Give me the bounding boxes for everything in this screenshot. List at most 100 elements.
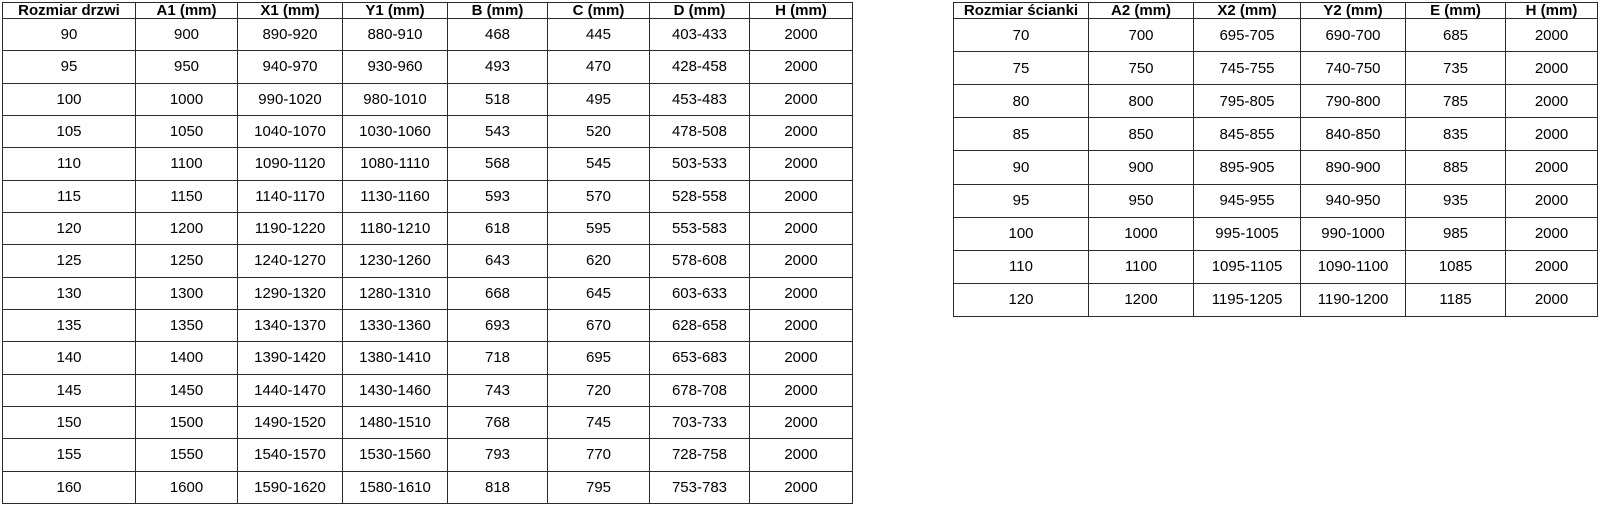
table-cell: 115: [2, 179, 136, 213]
table-cell: 160: [2, 470, 136, 505]
table-cell: 130: [2, 276, 136, 310]
table-cell: 578-608: [649, 244, 750, 278]
column-header: Rozmiar drzwi: [2, 2, 136, 19]
table-cell: 2000: [1505, 216, 1598, 251]
table-cell: 80: [953, 84, 1089, 119]
table-cell: 110: [953, 249, 1089, 284]
column-header: C (mm): [547, 2, 650, 19]
table-cell: 2000: [1505, 51, 1598, 86]
table-cell: 1440-1470: [237, 373, 343, 407]
table-cell: 645: [547, 276, 650, 310]
door-size-table: Rozmiar drzwi A1 (mm) X1 (mm) Y1 (mm) B (mm)…: [2, 2, 853, 505]
table-cell: 750: [1088, 51, 1194, 86]
table-cell: 595: [547, 211, 650, 246]
table-cell: 100: [2, 82, 136, 116]
table-cell: 1200: [135, 211, 238, 246]
table-cell: 1540-1570: [237, 438, 343, 472]
table-cell: 2000: [1505, 17, 1598, 53]
table-cell: 403-433: [649, 17, 750, 52]
table-cell: 728-758: [649, 438, 750, 472]
table-cell: 1200: [1088, 282, 1194, 318]
column-header: A2 (mm): [1088, 2, 1194, 19]
table-cell: 2000: [749, 341, 853, 375]
table-cell: 930-960: [342, 50, 448, 84]
table-cell: 980-1010: [342, 82, 448, 116]
table-row: 115 1150 1140-1170 1130-1160 593 570 528-558 20…: [2, 179, 853, 213]
table-cell: 553-583: [649, 211, 750, 246]
table-row: 110 1100 1095-1105 1090-1100 1085 2000: [953, 249, 1598, 284]
table-cell: 900: [135, 17, 238, 52]
table-cell: 1490-1520: [237, 405, 343, 440]
table-cell: 835: [1405, 117, 1506, 152]
table-cell: 1240-1270: [237, 244, 343, 278]
table-cell: 1030-1060: [342, 114, 448, 149]
table-cell: 470: [547, 50, 650, 84]
table-cell: 890-920: [237, 17, 343, 52]
table-row: 155 1550 1540-1570 1530-1560 793 770 728-758 20…: [2, 438, 853, 472]
table-cell: 700: [1088, 17, 1194, 53]
column-header: H (mm): [1505, 2, 1598, 19]
table-cell: 2000: [749, 211, 853, 246]
table-cell: 735: [1405, 51, 1506, 86]
table-cell: 770: [547, 438, 650, 472]
table-cell: 478-508: [649, 114, 750, 149]
table-cell: 785: [1405, 84, 1506, 119]
table-row: 95 950 945-955 940-950 935 2000: [953, 183, 1598, 218]
table-cell: 768: [447, 405, 548, 440]
table-cell: 940-970: [237, 50, 343, 84]
table-cell: 1150: [135, 179, 238, 213]
table-cell: 1250: [135, 244, 238, 278]
table-cell: 493: [447, 50, 548, 84]
table-cell: 1095-1105: [1193, 249, 1301, 284]
table-row: 85 850 845-855 840-850 835 2000: [953, 117, 1598, 152]
table-cell: 2000: [749, 470, 853, 505]
table-cell: 1040-1070: [237, 114, 343, 149]
table-cell: 718: [447, 341, 548, 375]
table-cell: 85: [953, 117, 1089, 152]
table-cell: 745-755: [1193, 51, 1301, 86]
table-row: 100 1000 990-1020 980-1010 518 495 453-483 2000: [2, 82, 853, 116]
table-cell: 695-705: [1193, 17, 1301, 53]
table-cell: 603-633: [649, 276, 750, 310]
table-cell: 503-533: [649, 147, 750, 181]
table-cell: 1290-1320: [237, 276, 343, 310]
column-header: A1 (mm): [135, 2, 238, 19]
table-cell: 2000: [749, 17, 853, 52]
table-cell: 1430-1460: [342, 373, 448, 407]
table-cell: 1450: [135, 373, 238, 407]
table-cell: 2000: [749, 82, 853, 116]
table-cell: 1000: [135, 82, 238, 116]
table-header-row: Rozmiar ścianki A2 (mm) X2 (mm) Y2 (mm) E (m…: [953, 2, 1598, 19]
table-cell: 1350: [135, 308, 238, 343]
table-cell: 1600: [135, 470, 238, 505]
table-row: 100 1000 995-1005 990-1000 985 2000: [953, 216, 1598, 251]
table-cell: 800: [1088, 84, 1194, 119]
table-cell: 2000: [1505, 117, 1598, 152]
table-cell: 1140-1170: [237, 179, 343, 213]
table-row: 130 1300 1290-1320 1280-1310 668 645 603-633 20…: [2, 276, 853, 310]
table-cell: 100: [953, 216, 1089, 251]
table-cell: 1590-1620: [237, 470, 343, 505]
table-cell: 105: [2, 114, 136, 149]
table-cell: 2000: [749, 50, 853, 84]
table-cell: 990-1000: [1300, 216, 1406, 251]
table-cell: 940-950: [1300, 183, 1406, 218]
table-cell: 795: [547, 470, 650, 505]
table-row: 150 1500 1490-1520 1480-1510 768 745 703-733 20…: [2, 405, 853, 440]
table-cell: 2000: [1505, 249, 1598, 284]
table-cell: 840-850: [1300, 117, 1406, 152]
table-row: 145 1450 1440-1470 1430-1460 743 720 678-708 20…: [2, 373, 853, 407]
table-cell: 1230-1260: [342, 244, 448, 278]
table-cell: 568: [447, 147, 548, 181]
table-cell: 690-700: [1300, 17, 1406, 53]
table-cell: 850: [1088, 117, 1194, 152]
table-cell: 890-900: [1300, 150, 1406, 185]
table-cell: 740-750: [1300, 51, 1406, 86]
table-cell: 950: [135, 50, 238, 84]
column-header: X1 (mm): [237, 2, 343, 19]
table-cell: 570: [547, 179, 650, 213]
table-cell: 2000: [749, 405, 853, 440]
table-cell: 1100: [135, 147, 238, 181]
wall-size-table: Rozmiar ścianki A2 (mm) X2 (mm) Y2 (mm) E (m…: [953, 2, 1598, 318]
table-cell: 1480-1510: [342, 405, 448, 440]
